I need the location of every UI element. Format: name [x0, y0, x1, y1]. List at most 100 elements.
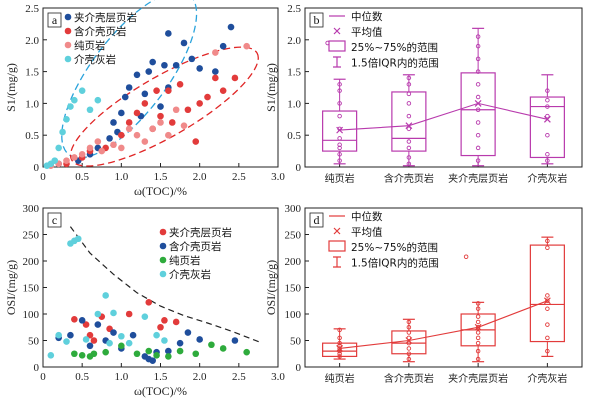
sample-point	[406, 346, 412, 351]
data-point-2	[71, 350, 78, 358]
sample-point	[545, 97, 550, 103]
data-point-2	[133, 350, 141, 358]
data-point-2	[133, 131, 141, 139]
sample-point	[475, 306, 481, 311]
legend-label: 中位数	[351, 10, 383, 23]
data-point-2	[165, 131, 172, 139]
y-tick-label: 100	[285, 309, 302, 321]
sample-point	[337, 351, 342, 357]
mean-line	[339, 300, 548, 349]
sample-point	[475, 82, 481, 87]
x-axis-label: ω(TOC)/%	[134, 384, 187, 398]
legend-label: 纯页岩	[169, 254, 201, 267]
panel-letter: a	[52, 13, 58, 27]
y-tick-label: 2.0	[287, 35, 301, 47]
sample-point	[545, 293, 550, 298]
sample-point	[475, 340, 481, 346]
sample-point	[337, 343, 342, 349]
sample-point	[475, 94, 481, 100]
sample-point	[337, 348, 342, 354]
data-point-3	[82, 336, 90, 343]
mean-marker	[543, 115, 551, 123]
y-axis-label: OSI/(mg/g)	[264, 260, 278, 315]
legend-label: 纯页岩	[74, 39, 106, 52]
data-point-1	[176, 81, 184, 88]
outlier-point	[463, 254, 469, 260]
data-point-2	[192, 350, 200, 358]
iqr-box	[460, 72, 496, 157]
category-label: 夹介壳层页岩	[448, 372, 508, 385]
y-tick-label: 300	[23, 203, 40, 215]
y-tick-label: 100	[23, 309, 40, 321]
x-tick-label: 0	[40, 171, 46, 183]
y-tick-label: 0.5	[25, 130, 39, 142]
data-point-2	[63, 157, 70, 164]
data-point-1	[165, 347, 172, 355]
data-point-3	[161, 337, 168, 344]
x-tick-label: 2.5	[232, 371, 246, 383]
data-point-1	[196, 100, 203, 107]
data-point-1	[231, 74, 239, 82]
sample-point	[337, 340, 342, 346]
y-tick-label: 250	[285, 230, 302, 242]
data-point-0	[125, 84, 133, 91]
data-point-0	[165, 30, 172, 37]
sample-point	[406, 145, 412, 151]
sample-point	[406, 351, 412, 357]
legend-whisker-swatch	[333, 56, 341, 68]
data-point-3	[59, 128, 66, 136]
y-tick-label: 150	[285, 283, 302, 295]
legend-label: 1.5倍IQR内的范围	[351, 57, 439, 70]
data-point-2	[208, 341, 215, 349]
data-point-2	[180, 122, 188, 129]
sample-point	[475, 69, 481, 74]
x-tick-label: 2.0	[193, 371, 207, 383]
sample-point	[406, 325, 412, 330]
y-tick-label: 250	[23, 230, 40, 242]
data-point-0	[149, 58, 156, 66]
mean-marker	[405, 122, 413, 130]
data-point-0	[145, 68, 153, 75]
data-point-0	[157, 103, 164, 110]
sample-point	[475, 335, 481, 341]
y-tick-label: 1.5	[287, 67, 301, 79]
x-tick-label: 3.0	[271, 171, 285, 183]
data-point-0	[161, 317, 168, 324]
data-point-0	[110, 119, 117, 126]
x-tick-label: 2.0	[193, 171, 207, 183]
y-axis-label: OSI/(mg/g)	[4, 260, 18, 315]
y-tick-label: 0	[296, 162, 302, 174]
sample-point	[406, 356, 412, 362]
data-point-3	[55, 144, 62, 152]
y-axis-label-text: S1/(mg/g)	[4, 63, 18, 112]
data-point-1	[176, 339, 184, 347]
sample-point	[475, 34, 481, 39]
data-point-3	[102, 292, 109, 299]
legend-marker	[159, 270, 167, 278]
data-point-1	[86, 342, 94, 350]
plot-frame	[304, 7, 583, 168]
y-tick-label: 2.0	[25, 35, 39, 47]
y-tick-label: 0	[296, 362, 302, 374]
data-point-2	[71, 154, 78, 161]
data-point-0	[188, 55, 196, 63]
category-label: 纯页岩	[325, 172, 355, 185]
x-tick-label: 2.5	[232, 171, 246, 183]
y-axis-label: S1/(mg/g)	[264, 63, 278, 112]
sample-point	[406, 75, 412, 81]
category-label: 含介壳页岩	[384, 172, 434, 185]
data-point-1	[184, 106, 192, 114]
legend-label: 25%~75%的范围	[351, 41, 438, 54]
data-point-3	[71, 96, 78, 104]
legend-label: 1.5倍IQR内的范围	[351, 257, 439, 270]
data-point-2	[145, 347, 153, 355]
sample-point	[406, 319, 412, 325]
y-tick-label: 0	[34, 362, 40, 374]
panel-c: 0 0.5 1.0 1.5 2.0 2.5 3.0 0 50 100 150 200 250 300 ω(T…	[4, 203, 285, 398]
data-point-0	[90, 337, 98, 344]
sample-point	[406, 126, 412, 132]
data-point-1	[94, 321, 102, 328]
data-point-1	[231, 337, 239, 344]
y-tick-label: 200	[285, 256, 302, 268]
data-point-3	[55, 331, 62, 339]
